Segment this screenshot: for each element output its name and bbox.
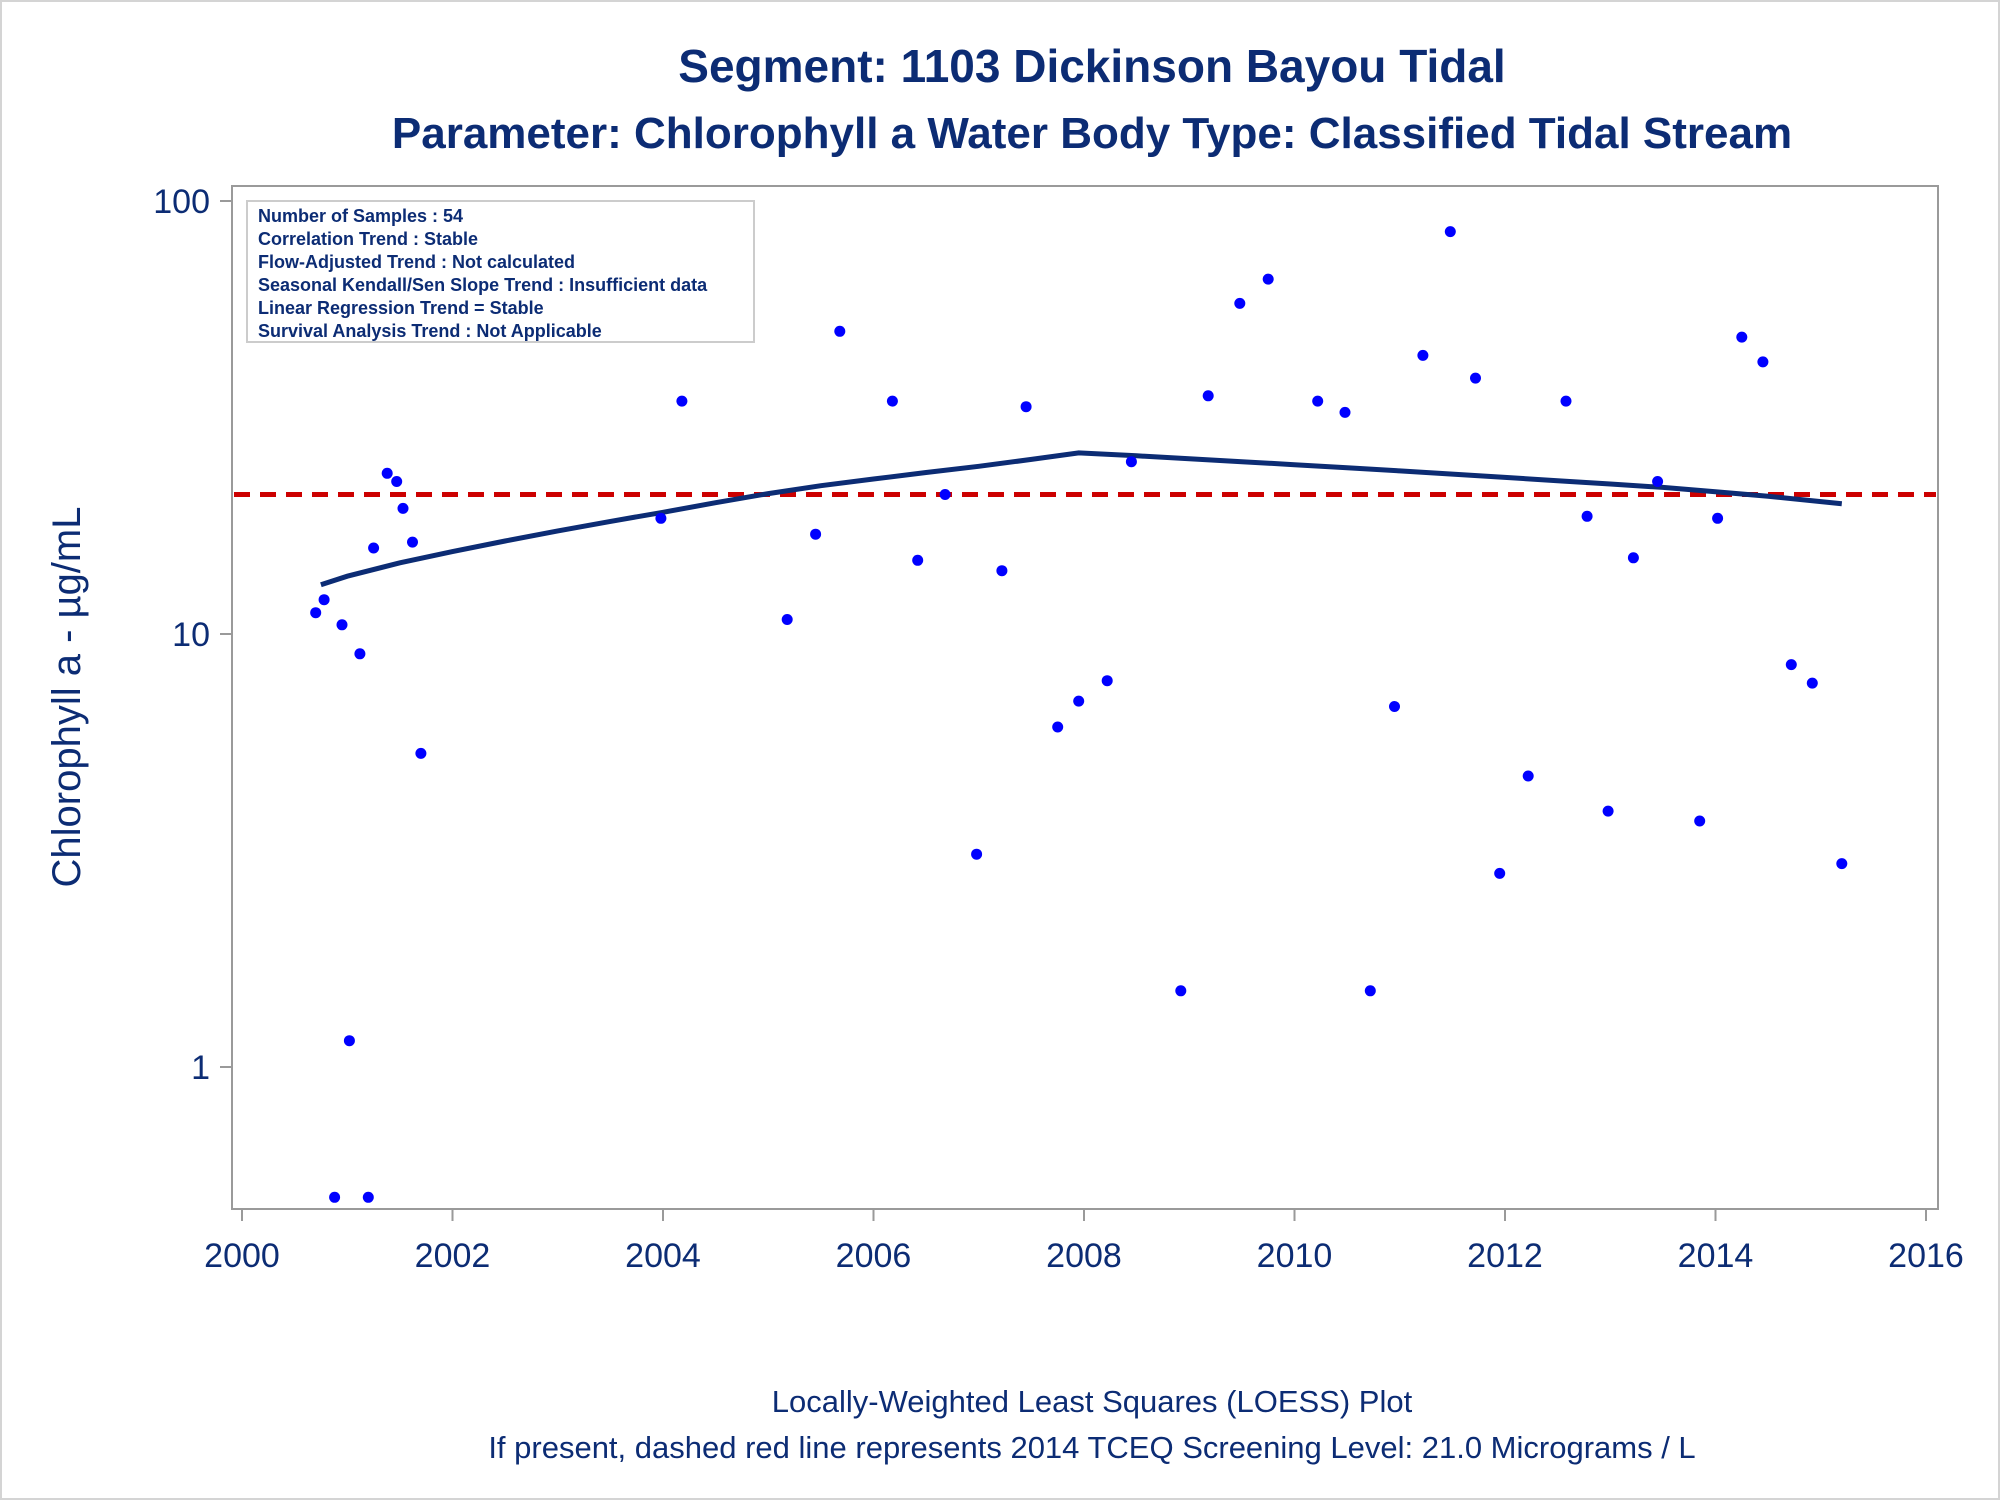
data-point (655, 512, 667, 524)
data-point (971, 848, 983, 860)
data-point (1175, 985, 1187, 997)
data-point (1522, 770, 1534, 782)
loess-trend-line (320, 450, 1843, 588)
stats-line: Seasonal Kendall/Sen Slope Trend : Insuf… (258, 275, 708, 295)
x-axis: 2000 2002 2004 2006 2008 2010 2012 2014 2016 (204, 1209, 1964, 1275)
data-point (368, 542, 380, 554)
data-point (1339, 406, 1351, 418)
y-axis: 1 10 100 (153, 183, 232, 1087)
data-point (1806, 677, 1818, 689)
data-point (1736, 331, 1748, 343)
data-point (343, 1035, 355, 1047)
data-point (1202, 390, 1214, 402)
stats-box-lines: Number of Samples : 54 Correlation Trend … (258, 206, 708, 341)
stats-line: Correlation Trend : Stable (258, 229, 478, 249)
data-point (1262, 273, 1274, 285)
data-point (1417, 349, 1429, 361)
footnote-loess: Locally-Weighted Least Squares (LOESS) P… (772, 1384, 1413, 1419)
x-tick-label-2016: 2016 (1888, 1237, 1964, 1275)
x-tick-label-2008: 2008 (1046, 1237, 1122, 1275)
data-point (1560, 395, 1572, 407)
data-point (939, 489, 951, 500)
data-point (415, 747, 427, 759)
data-point (1494, 867, 1506, 879)
data-point (1073, 695, 1085, 707)
data-point (886, 395, 898, 407)
data-point (1581, 510, 1593, 522)
data-point (1602, 805, 1614, 817)
data-point (1627, 552, 1639, 564)
data-point (391, 476, 403, 487)
chart-title: Segment: 1103 Dickinson Bayou Tidal (678, 40, 1505, 92)
data-point (1364, 985, 1376, 997)
data-point (676, 395, 688, 407)
chart-subtitle: Parameter: Chlorophyll a Water Body Type… (392, 109, 1792, 158)
data-point (781, 614, 793, 625)
data-point (1101, 675, 1113, 687)
x-tick-label-2010: 2010 (1257, 1237, 1333, 1275)
data-point (1020, 401, 1032, 413)
data-point (318, 594, 330, 606)
y-axis-label: Chlorophyll a - µg/mL (45, 507, 89, 888)
x-tick-label-2012: 2012 (1467, 1237, 1543, 1275)
data-point (1125, 456, 1137, 468)
y-tick-label-10: 10 (172, 616, 210, 654)
stats-line: Flow-Adjusted Trend : Not calculated (258, 252, 575, 272)
data-point (354, 648, 366, 660)
footnote-screening: If present, dashed red line represents 2… (488, 1430, 1695, 1465)
data-point (1234, 297, 1246, 309)
data-point (336, 619, 348, 631)
data-point (1389, 701, 1400, 712)
y-tick-label-100: 100 (153, 183, 210, 221)
data-point (1757, 356, 1769, 368)
data-point (912, 554, 924, 566)
data-point (381, 467, 393, 479)
x-tick-label-2014: 2014 (1678, 1237, 1754, 1275)
data-point (996, 565, 1008, 577)
data-point (1652, 476, 1664, 487)
data-point (1470, 372, 1481, 384)
data-point (1312, 395, 1324, 407)
x-tick-label-2000: 2000 (204, 1237, 280, 1275)
x-tick-label-2006: 2006 (836, 1237, 912, 1275)
data-point (362, 1191, 374, 1203)
data-point (1052, 721, 1064, 733)
data-point (810, 528, 822, 540)
data-point (397, 502, 409, 514)
data-point (1836, 858, 1848, 870)
data-point (834, 325, 846, 337)
data-point (407, 536, 418, 548)
stats-line: Linear Regression Trend = Stable (258, 298, 544, 318)
data-point (310, 607, 322, 619)
data-points (310, 226, 1848, 1203)
stats-line: Survival Analysis Trend : Not Applicable (258, 321, 602, 341)
x-tick-label-2004: 2004 (625, 1237, 701, 1275)
data-point (329, 1191, 341, 1203)
y-tick-label-1: 1 (191, 1049, 210, 1087)
stats-box (246, 200, 755, 343)
data-point (1444, 226, 1456, 238)
data-point (1694, 815, 1706, 827)
stats-line: Number of Samples : 54 (258, 206, 463, 226)
data-point (1712, 512, 1724, 524)
data-point (1785, 659, 1797, 671)
x-tick-label-2002: 2002 (415, 1237, 491, 1275)
